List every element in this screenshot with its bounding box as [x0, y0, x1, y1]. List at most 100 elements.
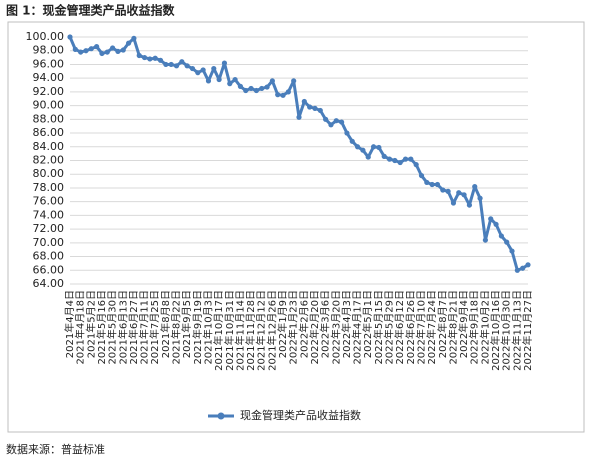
y-tick-label: 68.00 — [33, 250, 65, 263]
x-tick-label: 2022年7月10日 — [414, 290, 427, 365]
x-tick-label: 2021年4月4日 — [63, 290, 76, 358]
x-tick-label: 2022年4月3日 — [340, 290, 353, 358]
data-point — [232, 76, 238, 83]
x-tick-label: 2022年3月20日 — [329, 290, 342, 365]
data-point — [104, 49, 110, 55]
data-point — [296, 114, 302, 120]
x-tick-label: 2022年8月21日 — [446, 290, 459, 365]
data-point — [184, 63, 190, 69]
y-tick-label: 92.00 — [33, 85, 65, 98]
x-tick-label: 2021年6月27日 — [127, 290, 140, 365]
data-point — [83, 48, 89, 54]
x-tick-label: 2021年8月8日 — [159, 290, 172, 358]
data-point — [408, 156, 414, 162]
data-point — [370, 144, 377, 150]
data-point — [125, 40, 132, 46]
x-tick-label: 2022年6月12日 — [393, 290, 406, 365]
x-tick-label: 2021年6月13日 — [116, 290, 129, 365]
x-tick-label: 2022年8月7日 — [436, 290, 449, 358]
data-point — [317, 107, 323, 114]
data-point — [237, 83, 244, 89]
data-point — [291, 78, 297, 84]
data-point — [429, 181, 435, 188]
data-point — [285, 89, 291, 95]
data-point — [168, 61, 174, 68]
x-tick-label: 2022年9月4日 — [457, 290, 470, 358]
data-point — [312, 105, 318, 111]
data-point — [115, 48, 121, 55]
data-point — [110, 45, 116, 51]
x-tick-label: 2021年5月2日 — [84, 290, 97, 358]
x-tick-label: 2022年1月23日 — [287, 290, 300, 365]
data-point — [94, 44, 100, 50]
data-point — [307, 104, 313, 110]
data-point — [402, 156, 409, 162]
data-point — [88, 46, 94, 52]
data-point — [269, 78, 275, 84]
data-point — [472, 183, 478, 190]
x-tick-label: 2021年12月12日 — [255, 290, 268, 371]
x-tick-label: 2021年9月19日 — [191, 290, 204, 365]
legend-marker — [217, 412, 225, 420]
data-point — [221, 60, 228, 66]
y-tick-label: 76.00 — [33, 195, 65, 208]
chart-frame — [7, 21, 585, 433]
data-point — [450, 200, 457, 206]
data-point — [67, 34, 73, 40]
data-point — [227, 81, 233, 87]
data-point — [147, 56, 153, 62]
data-point — [456, 190, 462, 196]
y-tick-label: 74.00 — [33, 208, 65, 221]
x-tick-label: 2022年9月18日 — [468, 290, 481, 365]
data-point — [354, 144, 361, 150]
x-tick-label: 2022年6月26日 — [404, 290, 417, 365]
x-tick-label: 2022年5月15日 — [372, 290, 385, 365]
data-point — [488, 216, 494, 222]
data-point — [78, 49, 84, 55]
data-point — [163, 61, 169, 68]
x-tick-label: 2021年8月22日 — [170, 290, 183, 365]
data-point — [525, 262, 531, 268]
data-point — [344, 130, 350, 136]
x-tick-label: 2021年7月25日 — [148, 290, 161, 365]
data-point — [205, 78, 212, 84]
data-point — [376, 144, 382, 151]
data-point — [301, 98, 307, 105]
x-tick-label: 2021年7月11日 — [138, 290, 151, 365]
data-point — [339, 119, 345, 125]
x-tick-label: 2021年4月18日 — [74, 290, 87, 365]
legend-label: 现金管理类产品收益指数 — [240, 408, 361, 422]
y-tick-label: 80.00 — [33, 167, 65, 180]
y-tick-label: 72.00 — [33, 222, 65, 235]
y-tick-label: 82.00 — [33, 154, 65, 167]
x-tick-label: 2022年10月16日 — [489, 290, 502, 371]
data-point — [280, 92, 286, 98]
x-tick-label: 2021年10月17日 — [212, 290, 225, 371]
x-tick-label: 2022年3月6日 — [319, 290, 332, 358]
y-tick-label: 98.00 — [33, 44, 65, 57]
y-tick-label: 66.00 — [33, 263, 65, 276]
data-point — [440, 187, 446, 193]
data-point — [520, 265, 526, 271]
data-point — [200, 67, 206, 73]
y-tick-label: 86.00 — [33, 126, 65, 139]
data-point — [173, 63, 180, 69]
data-point — [131, 35, 137, 41]
x-tick-label: 2021年11月28日 — [244, 290, 257, 371]
data-point — [120, 47, 126, 53]
x-tick-label: 2022年5月29日 — [383, 290, 396, 365]
data-point — [264, 84, 270, 90]
y-tick-label: 78.00 — [33, 181, 65, 194]
data-point — [243, 87, 249, 94]
y-tick-label: 90.00 — [33, 99, 65, 112]
data-point — [275, 92, 281, 98]
x-tick-label: 2022年11月13日 — [510, 290, 523, 371]
data-point — [381, 153, 387, 159]
data-point — [493, 221, 499, 227]
data-point — [514, 267, 520, 273]
x-tick-label: 2022年11月27日 — [521, 290, 534, 371]
x-tick-label: 2021年5月30日 — [106, 290, 119, 365]
y-tick-label: 64.00 — [33, 277, 65, 290]
data-point — [349, 138, 355, 144]
